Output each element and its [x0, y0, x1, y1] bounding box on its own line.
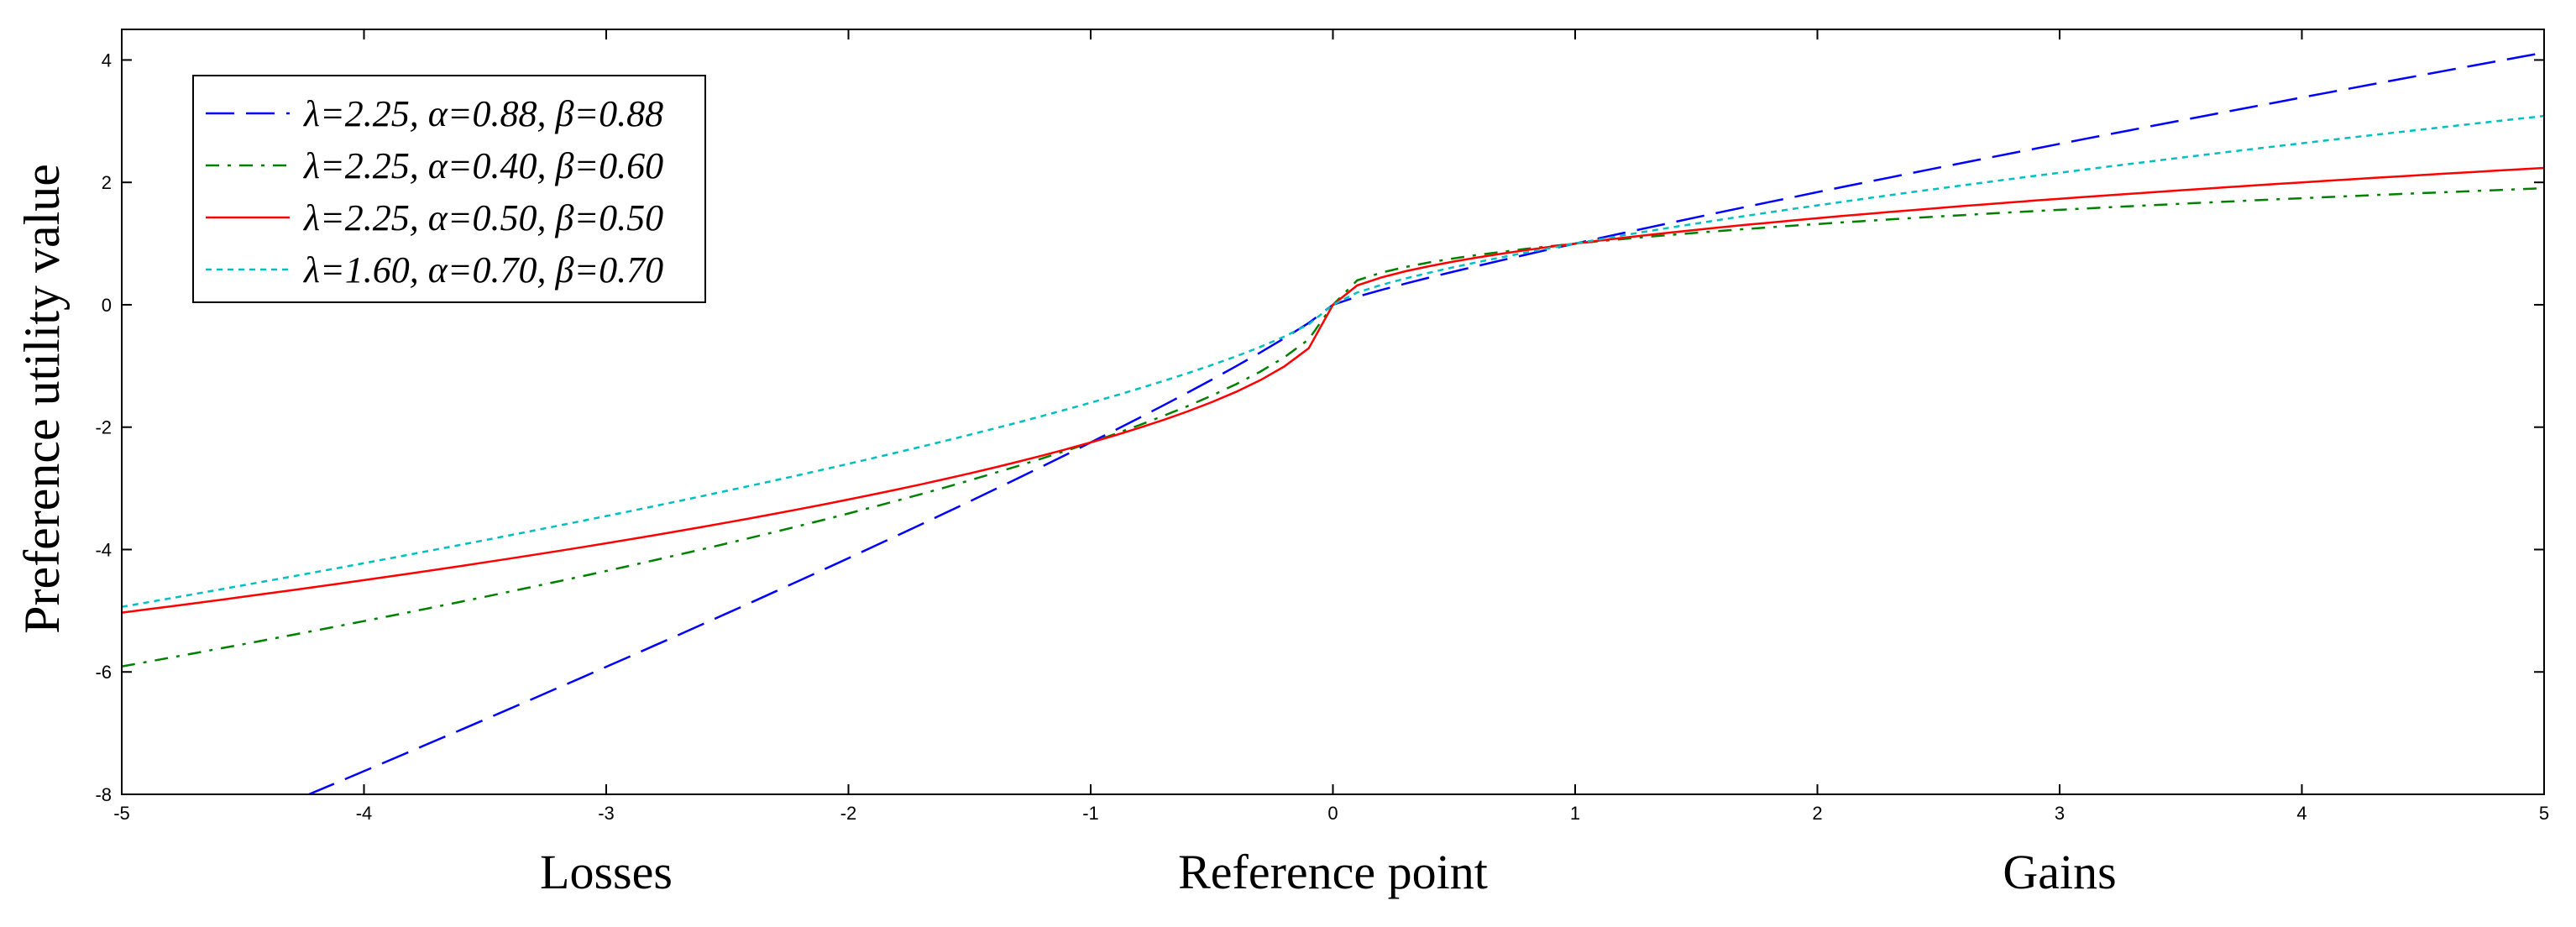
plot-frame	[121, 29, 2545, 795]
series-line-4	[122, 114, 2544, 608]
y-tick-label: 2	[102, 172, 112, 193]
tick-labels: -5 -4 -3 -2 -1 0 1 2 3 4 5 -8 -6 -4 -2 0 2 4	[95, 50, 2549, 824]
x-tick-label: -3	[598, 803, 615, 824]
legend: λ=2.25, α=0.88, β=0.88 λ=2.25, α=0.40, β=…	[192, 75, 706, 303]
x-tick-label: 0	[1327, 803, 1338, 824]
x-tick-label: -4	[356, 803, 373, 824]
y-tick-label: 4	[102, 50, 112, 71]
x-tick-label: -2	[840, 803, 857, 824]
region-label: Losses	[540, 845, 673, 899]
y-tick-label: 0	[102, 295, 112, 316]
x-tick-label: -5	[113, 803, 130, 824]
legend-entry-4: λ=1.60, α=0.70, β=0.70	[302, 249, 663, 291]
y-tick-label: -8	[95, 784, 112, 805]
region-label: Gains	[2003, 845, 2116, 899]
legend-entry-3: λ=2.25, α=0.50, β=0.50	[302, 197, 663, 238]
y-tick-label: -6	[95, 662, 112, 683]
y-tick-label: -4	[95, 539, 112, 560]
y-tick-label: -2	[95, 417, 112, 438]
region-labels: Losses Reference point Gains	[540, 845, 2117, 899]
x-tick-label: -1	[1082, 803, 1099, 824]
x-tick-label: 5	[2539, 803, 2549, 824]
x-tick-label: 3	[2055, 803, 2065, 824]
legend-entry-1: λ=2.25, α=0.88, β=0.88	[302, 93, 663, 134]
x-tick-label: 1	[1570, 803, 1580, 824]
region-label: Reference point	[1178, 845, 1488, 899]
series-layer	[122, 51, 2544, 794]
series-line-3	[122, 166, 2544, 614]
legend-box	[192, 75, 706, 303]
x-tick-label: 4	[2296, 803, 2306, 824]
y-axis-label: Preference utility value	[14, 164, 70, 634]
legend-entry-2: λ=2.25, α=0.40, β=0.60	[302, 145, 663, 186]
x-tick-label: 2	[1812, 803, 1822, 824]
